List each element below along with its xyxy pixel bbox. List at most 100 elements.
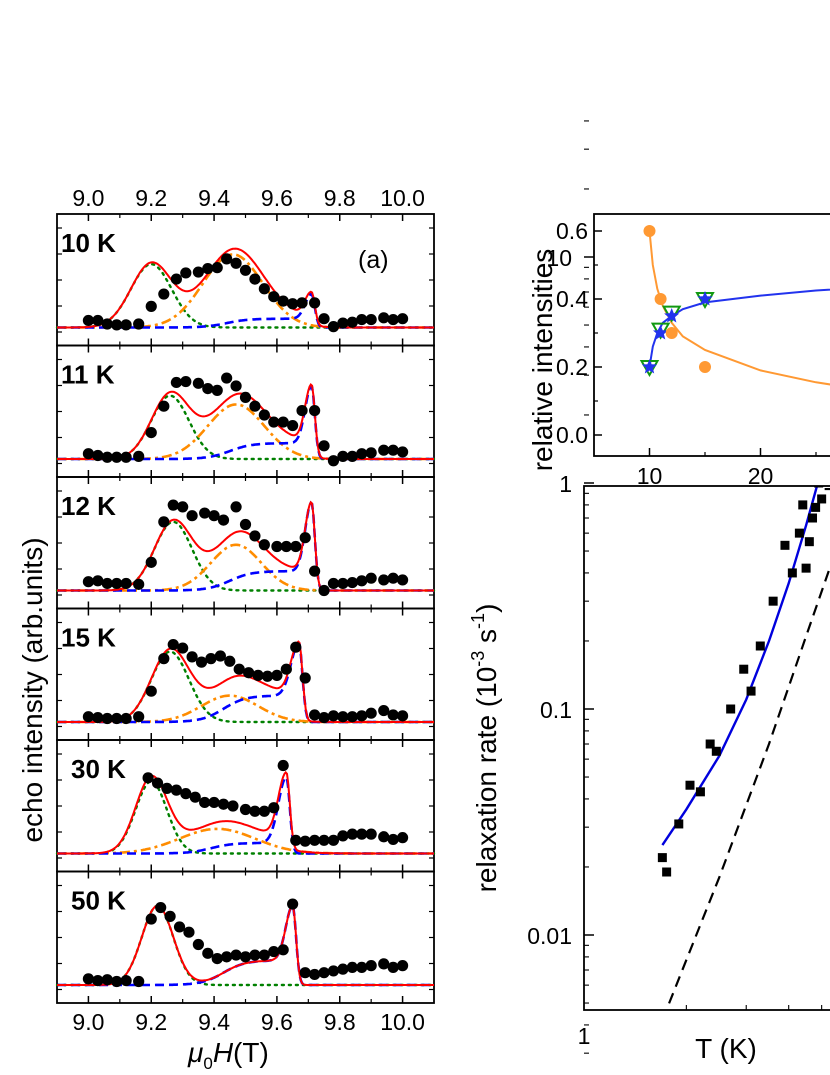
data-point xyxy=(170,784,182,796)
x-tick-label: 20 xyxy=(748,463,774,489)
data-point xyxy=(101,451,113,463)
y-axis-title-relaxation: relaxation rate (10-3 s-1) xyxy=(468,604,502,893)
data-point xyxy=(296,405,308,417)
data-point xyxy=(378,444,390,456)
data-point xyxy=(158,516,170,528)
spectrum-panel-1: 11 K xyxy=(55,344,436,478)
data-point xyxy=(199,796,211,809)
panel-temperature-label: 15 K xyxy=(61,623,116,653)
data-point xyxy=(230,380,242,392)
intensity-point-star xyxy=(664,308,680,323)
data-point xyxy=(268,416,280,428)
data-point xyxy=(92,712,104,724)
relaxation-point xyxy=(695,787,705,797)
data-point xyxy=(327,455,340,467)
fit-component-dashed xyxy=(57,904,434,987)
data-point xyxy=(378,831,390,843)
x-tick-label-bottom: 9.6 xyxy=(261,1009,293,1035)
y-tick-label: 0.1 xyxy=(540,697,572,723)
data-point xyxy=(261,670,274,682)
data-point xyxy=(268,945,280,958)
y-title-part-exp1: -3 xyxy=(468,651,488,667)
panel-temperature-label: 11 K xyxy=(61,360,115,390)
data-point xyxy=(82,711,95,723)
data-point xyxy=(192,377,204,389)
data-point xyxy=(277,944,289,956)
y-tick-label: 10 xyxy=(546,245,572,271)
data-point xyxy=(233,663,245,675)
data-point xyxy=(271,669,283,681)
data-point xyxy=(365,447,377,459)
bottom-x-axis: 9.0 9.2 9.4 9.6 9.8 10.0 xyxy=(72,1009,425,1035)
spectrum-panel-3: 15 K xyxy=(55,607,436,741)
data-point xyxy=(249,949,261,961)
data-point xyxy=(396,710,409,722)
data-point xyxy=(133,318,145,330)
data-point xyxy=(111,319,123,331)
intensity-point-star xyxy=(697,291,713,306)
data-point xyxy=(356,710,368,722)
data-point xyxy=(92,575,104,587)
data-point xyxy=(280,540,292,553)
x-axis-title-relaxation: T (K) xyxy=(695,1033,757,1064)
data-point xyxy=(145,556,157,568)
spectrum-panel-4: 30 K xyxy=(55,739,436,873)
intensity-fit-blue xyxy=(648,288,830,368)
data-point xyxy=(227,800,239,812)
y-title-part-s: s xyxy=(471,629,502,651)
data-point xyxy=(177,501,189,513)
data-point xyxy=(230,257,242,269)
data-point xyxy=(378,574,390,586)
data-point xyxy=(173,921,186,933)
intensity-point-circle xyxy=(654,293,667,305)
data-point xyxy=(217,798,230,810)
x-tick-label: 1 xyxy=(578,1023,591,1049)
data-point xyxy=(318,834,330,846)
y-title-part-main: relaxation rate (10 xyxy=(471,667,502,893)
data-point xyxy=(309,297,321,309)
data-point xyxy=(161,782,173,794)
relaxation-point xyxy=(662,867,672,877)
y-tick-label: 0.4 xyxy=(556,286,588,312)
spectrum-panel-2: 12 K xyxy=(55,476,436,610)
data-point xyxy=(318,712,330,724)
intensity-point-circle xyxy=(699,361,711,373)
relaxation-point xyxy=(726,704,736,714)
data-point xyxy=(239,391,252,403)
data-point xyxy=(199,507,211,519)
data-point xyxy=(155,901,167,914)
fit-component-dotted xyxy=(55,394,436,461)
data-point xyxy=(318,440,330,452)
data-point xyxy=(170,376,182,389)
x-tick-label-top: 10.0 xyxy=(380,185,425,211)
data-point xyxy=(145,685,157,697)
data-point xyxy=(208,510,220,522)
fit-component-dashed xyxy=(57,500,434,592)
data-point xyxy=(337,711,349,723)
fit-component-dotted xyxy=(55,650,436,724)
data-point xyxy=(356,575,368,587)
y-title-part-close: ) xyxy=(471,604,502,613)
x-axis-title-h: H xyxy=(213,1037,234,1068)
relaxation-point xyxy=(798,500,808,510)
top-x-axis: 9.0 9.2 9.4 9.6 9.8 10.0 xyxy=(72,185,425,211)
x-tick-label-bottom: 9.0 xyxy=(72,1009,104,1035)
data-point xyxy=(258,283,270,295)
data-point xyxy=(211,262,223,274)
x-tick-label-top: 9.6 xyxy=(261,185,293,211)
spectrum-panel-5: 50 K xyxy=(55,870,436,1004)
relaxation-point xyxy=(768,596,778,606)
data-point xyxy=(290,641,302,653)
data-point xyxy=(318,313,330,325)
plot-frame-intensities xyxy=(593,213,830,457)
intensity-fit-orange xyxy=(648,230,830,386)
data-point xyxy=(111,451,123,463)
data-point xyxy=(145,300,157,312)
x-axis-title-a: μ0H(T) xyxy=(187,1037,269,1073)
relaxation-point xyxy=(739,664,749,674)
data-point xyxy=(167,638,179,651)
relaxation-point xyxy=(705,739,715,749)
data-point xyxy=(290,540,302,553)
data-point xyxy=(217,514,230,526)
data-point xyxy=(177,642,189,654)
